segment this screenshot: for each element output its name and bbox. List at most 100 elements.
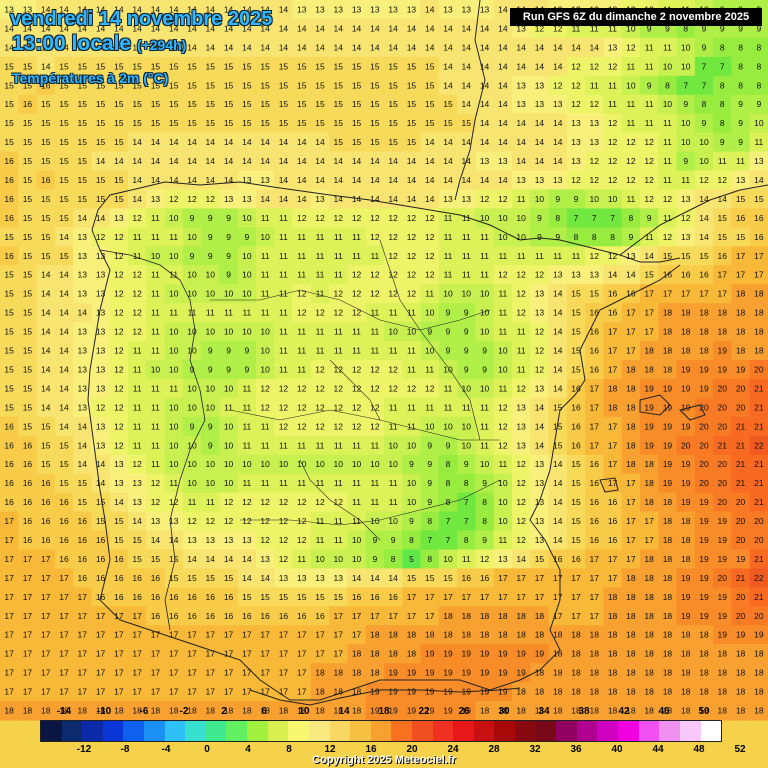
temperature-cell	[237, 492, 257, 513]
temperature-value: 17	[59, 649, 69, 659]
temperature-cell	[219, 132, 239, 153]
temperature-cell	[530, 265, 550, 285]
temperature-value: 14	[59, 364, 69, 374]
temperature-cell	[493, 454, 513, 475]
temperature-value: 19	[443, 687, 453, 697]
temperature-value: 12	[516, 383, 526, 393]
temperature-cell	[548, 94, 568, 115]
temperature-cell	[566, 113, 586, 134]
temperature-value: 16	[571, 440, 581, 450]
temperature-value: 17	[626, 554, 636, 564]
temperature-cell	[274, 132, 294, 153]
temperature-value: 14	[96, 42, 106, 52]
temperature-value: 11	[480, 421, 489, 431]
temperature-value: 13	[626, 251, 636, 261]
temperature-cell	[146, 530, 166, 551]
temperature-cell	[420, 246, 440, 266]
legend-label-bottom: 12	[324, 744, 336, 755]
temperature-value: 13	[96, 421, 106, 431]
temperature-value: 11	[133, 421, 142, 431]
temperature-cell	[548, 303, 568, 323]
temperature-value: 13	[78, 346, 88, 356]
temperature-cell	[457, 94, 477, 115]
temperature-value: 17	[169, 630, 179, 640]
temperature-value: 11	[279, 251, 288, 261]
temperature-value: 12	[626, 42, 636, 52]
temperature-value: 9	[647, 213, 652, 223]
temperature-value: 7	[702, 80, 707, 90]
temperature-value: 19	[443, 668, 453, 678]
temperature-value: 10	[224, 289, 234, 299]
temperature-value: 15	[23, 327, 33, 337]
temperature-value: 12	[114, 402, 124, 412]
temperature-value: 16	[23, 99, 33, 109]
temperature-cell	[146, 663, 166, 683]
temperature-cell	[109, 644, 129, 664]
temperature-value: 14	[169, 175, 179, 185]
temperature-cell	[109, 701, 129, 721]
temperature-value: 18	[644, 706, 654, 716]
temperature-value: 12	[132, 459, 142, 469]
temperature-value: 17	[59, 630, 69, 640]
temperature-cell	[164, 606, 184, 626]
temperature-value: 16	[571, 383, 581, 393]
temperature-value: 15	[242, 61, 252, 71]
temperature-value: 11	[297, 364, 306, 374]
temperature-cell	[18, 132, 38, 153]
temperature-value: 15	[718, 213, 728, 223]
temperature-cell	[219, 454, 239, 475]
temperature-value: 17	[425, 611, 435, 621]
temperature-value: 14	[480, 80, 490, 90]
temperature-value: 11	[133, 383, 142, 393]
temperature-cell	[621, 378, 641, 399]
temperature-value: 16	[553, 554, 563, 564]
temperature-value: 13	[462, 4, 472, 14]
temperature-cell	[310, 397, 330, 418]
temperature-value: 17	[260, 668, 270, 678]
temperature-cell	[128, 75, 147, 96]
temperature-cell	[749, 360, 768, 380]
temperature-value: 13	[132, 497, 142, 507]
temperature-value: 16	[41, 478, 51, 488]
temperature-cell	[548, 75, 568, 96]
temperature-value: 13	[242, 175, 252, 185]
temperature-cell	[749, 682, 768, 702]
temperature-value: 12	[608, 156, 618, 166]
temperature-value: 15	[169, 118, 179, 128]
temperature-cell	[731, 416, 751, 437]
temperature-value: 18	[681, 668, 691, 678]
temperature-value: 7	[464, 497, 469, 507]
temperature-cell	[420, 303, 440, 323]
temperature-cell	[109, 56, 129, 77]
temperature-value: 11	[242, 402, 251, 412]
temperature-cell	[146, 397, 166, 418]
legend-swatch	[659, 721, 680, 741]
temperature-value: 17	[4, 649, 14, 659]
temperature-value: 12	[114, 308, 124, 318]
temperature-value: 17	[206, 687, 216, 697]
legend-label-bottom: 4	[245, 744, 251, 755]
temperature-cell	[566, 37, 586, 58]
temperature-value: 21	[754, 497, 764, 507]
temperature-value: 9	[702, 42, 707, 52]
temperature-cell	[438, 644, 458, 664]
temperature-cell	[91, 132, 111, 153]
temperature-value: 15	[59, 99, 69, 109]
temperature-cell	[256, 473, 275, 494]
temperature-cell	[512, 113, 531, 134]
temperature-cell	[694, 151, 714, 172]
temperature-value: 15	[736, 232, 746, 242]
temperature-cell	[36, 416, 56, 437]
temperature-cell	[310, 132, 330, 153]
temperature-cell	[109, 113, 129, 134]
temperature-cell	[219, 303, 239, 323]
temperature-cell	[0, 227, 19, 247]
temperature-cell	[36, 587, 56, 607]
temperature-cell	[640, 265, 659, 285]
temperature-value: 10	[498, 516, 508, 526]
temperature-value: 20	[736, 497, 746, 507]
temperature-cell	[182, 227, 202, 247]
temperature-value: 13	[96, 270, 106, 280]
temperature-value: 18	[334, 706, 344, 716]
temperature-cell	[603, 132, 623, 153]
